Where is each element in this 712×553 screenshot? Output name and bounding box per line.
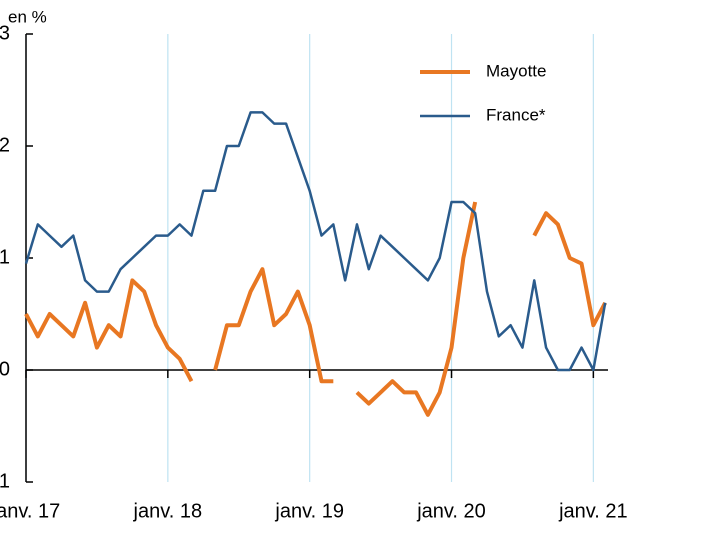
legend-label: France* <box>486 105 546 124</box>
legend-label: Mayotte <box>486 61 546 80</box>
series-line <box>355 201 478 417</box>
series-line <box>213 267 334 384</box>
y-tick-label: 3 <box>0 22 10 44</box>
x-tick-label: janv. 18 <box>133 500 203 522</box>
series-line <box>24 278 194 383</box>
x-tick-label: janv. 19 <box>274 500 344 522</box>
y-tick-label: 2 <box>0 134 10 156</box>
series-line <box>24 111 607 372</box>
y-tick-label: 1 <box>0 246 10 268</box>
series-line <box>532 211 607 328</box>
x-tick-label: janv. 20 <box>416 500 486 522</box>
y-unit: en % <box>8 7 47 26</box>
y-tick-label: 0 <box>0 358 10 380</box>
y-tick-label: -1 <box>0 470 10 492</box>
x-tick-label: janv. 17 <box>0 500 60 522</box>
x-tick-label: janv. 21 <box>558 500 628 522</box>
